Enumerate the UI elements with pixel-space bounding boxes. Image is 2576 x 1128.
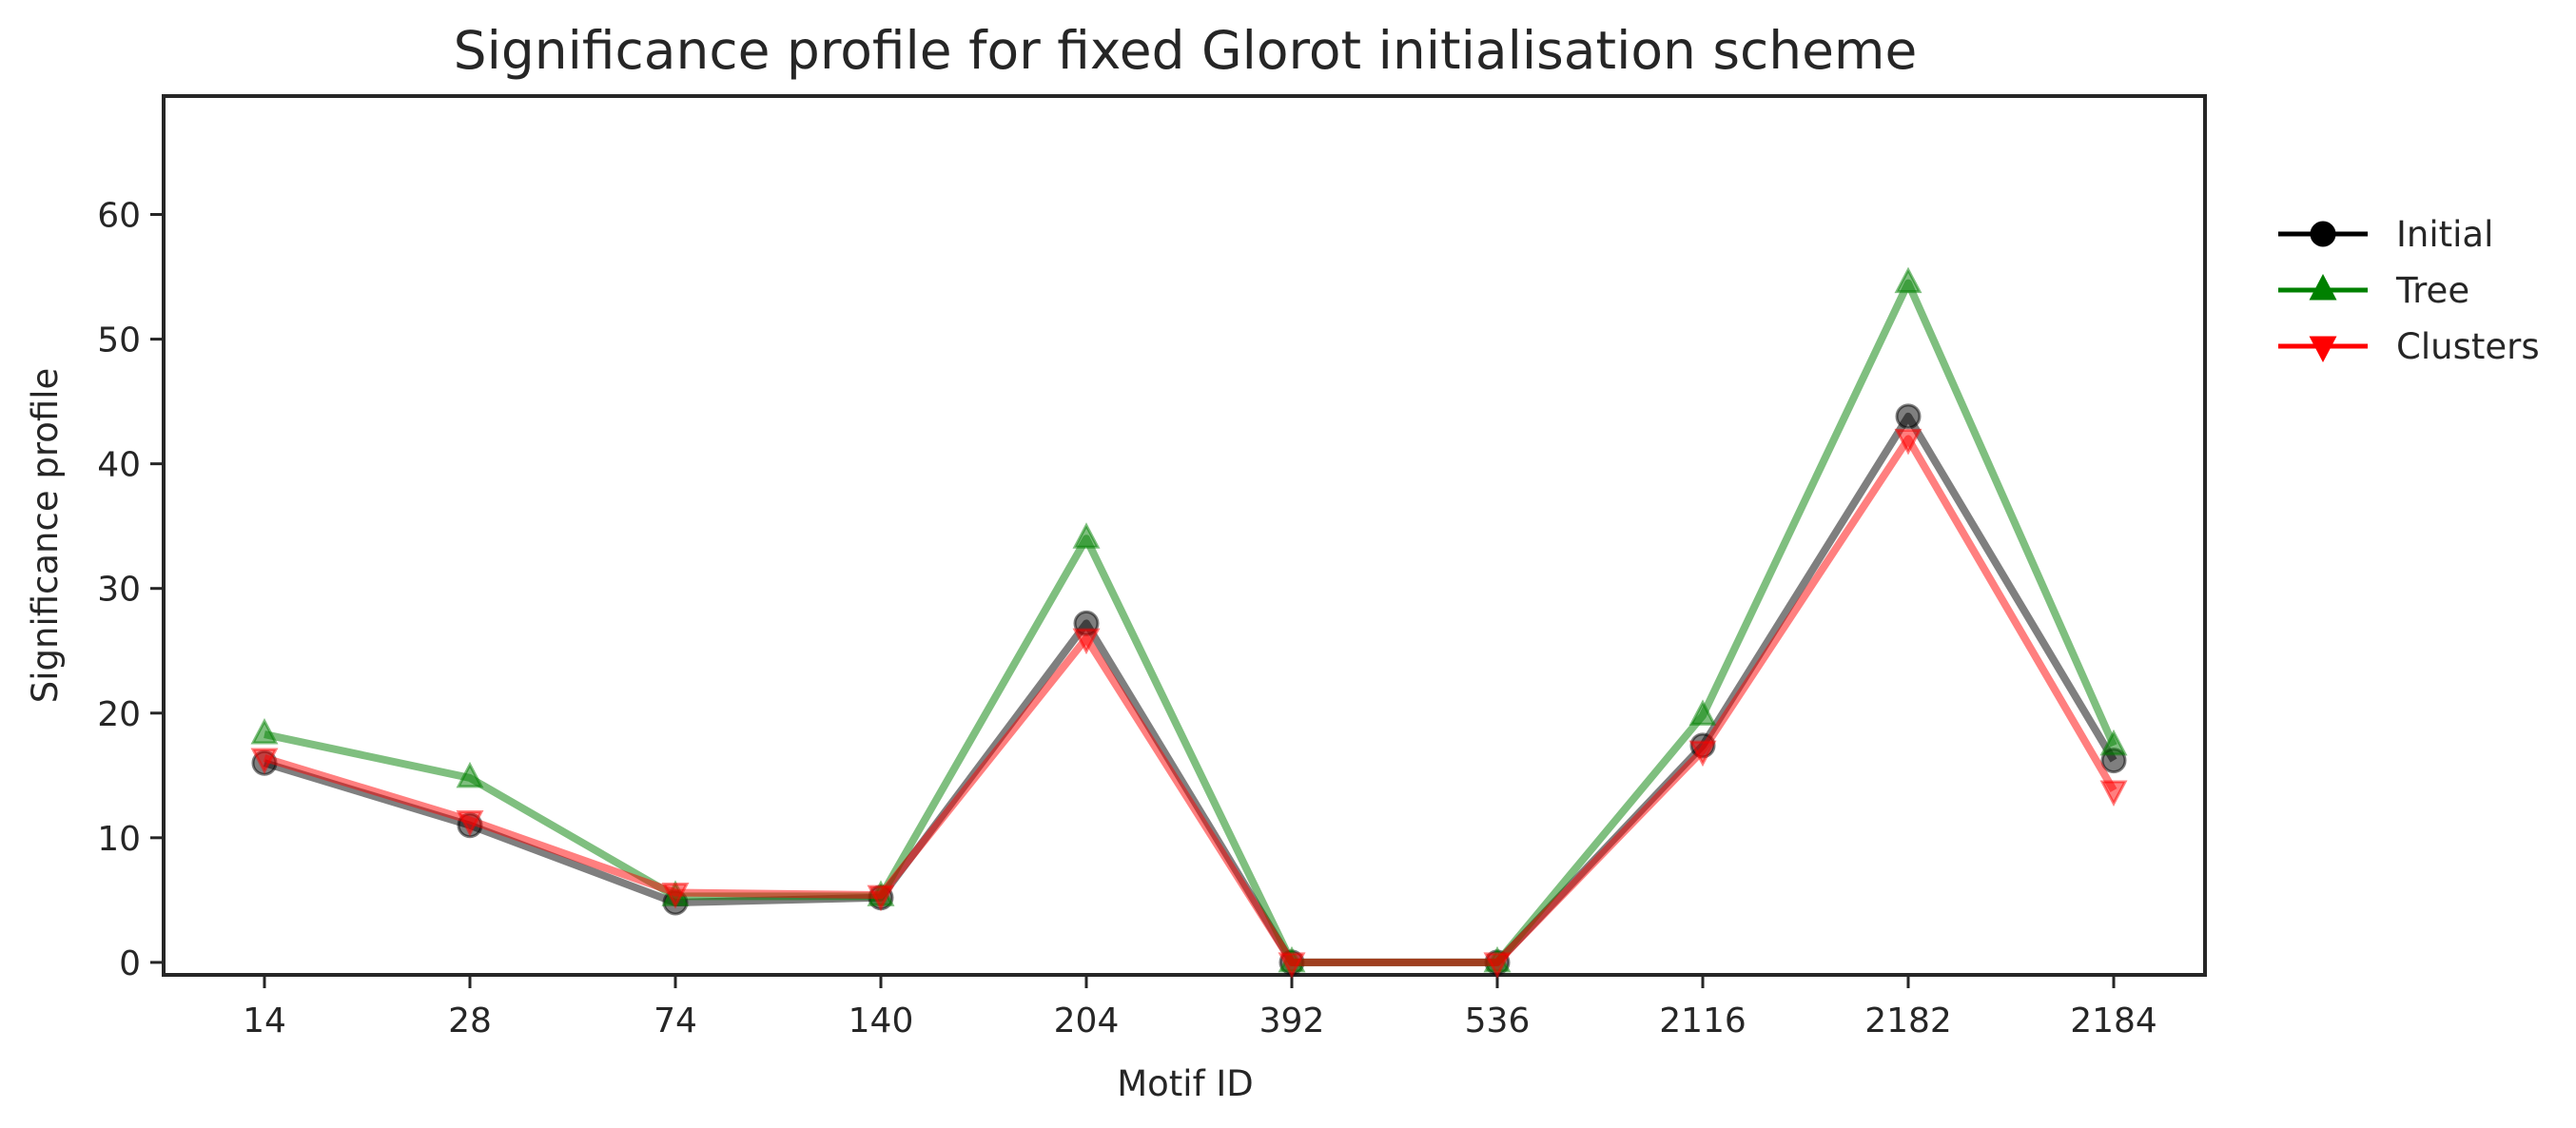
y-tick-label: 40 [97,446,141,485]
legend-label-tree: Tree [2395,270,2469,311]
data-point-clusters [867,885,895,912]
x-axis: 14 28 74 140 204 392 536 2116 2182 2184 [243,975,2157,1040]
x-axis-label: Motif ID [1117,1063,1254,1104]
plot-frame [162,94,2207,977]
y-tick-label: 50 [97,321,141,360]
y-tick-label: 10 [97,820,141,859]
x-tick-label: 140 [849,1002,914,1040]
x-tick-label: 14 [243,1002,286,1040]
y-axis-label: Significance profile [25,368,66,704]
x-tick-label: 2182 [1864,1002,1952,1040]
legend-label-initial: Initial [2396,214,2493,255]
x-tick-label: 204 [1054,1002,1120,1040]
data-point-tree [250,718,279,745]
data-point-clusters [2099,780,2128,807]
data-point-clusters [1278,952,1306,979]
y-tick-label: 0 [119,944,141,983]
x-tick-label: 74 [654,1002,697,1040]
legend-entry-tree: Tree [2278,270,2469,311]
data-point-initial [1895,403,1922,430]
series-layer [250,266,2128,979]
y-tick-label: 20 [97,695,141,734]
data-point-clusters [456,809,484,837]
legend-label-clusters: Clusters [2396,326,2540,367]
series-line-tree [263,279,2117,966]
data-point-clusters [250,748,279,774]
x-tick-label: 536 [1465,1002,1531,1040]
data-point-tree [1894,266,1922,294]
legend-entry-clusters: Clusters [2278,326,2540,367]
legend-marker-clusters [2309,336,2337,363]
legend: Initial Tree Clusters [2278,214,2540,367]
y-tick-label: 60 [97,197,141,236]
x-tick-label: 2184 [2070,1002,2157,1040]
data-point-clusters [1483,952,1512,979]
series-line-initial [263,412,2117,966]
x-tick-label: 392 [1259,1002,1325,1040]
x-tick-label: 28 [448,1002,492,1040]
legend-marker-tree [2309,273,2337,301]
y-axis: 0 10 20 30 40 50 60 [97,197,164,983]
data-point-tree [1688,699,1717,726]
chart-title: Significance profile for fixed Glorot in… [454,20,1918,81]
series-line-clusters [263,435,2117,966]
data-point-clusters [1688,740,1717,768]
data-point-tree [456,761,484,788]
data-point-tree [1072,522,1101,549]
y-tick-label: 30 [97,571,141,610]
x-tick-label: 2116 [1659,1002,1747,1040]
data-point-clusters [661,882,690,909]
legend-marker-initial [2310,221,2336,247]
data-point-clusters [1894,428,1922,456]
data-point-tree [2099,729,2128,756]
series-clusters [250,428,2128,979]
data-point-clusters [1072,628,1101,655]
legend-entry-initial: Initial [2278,214,2493,255]
